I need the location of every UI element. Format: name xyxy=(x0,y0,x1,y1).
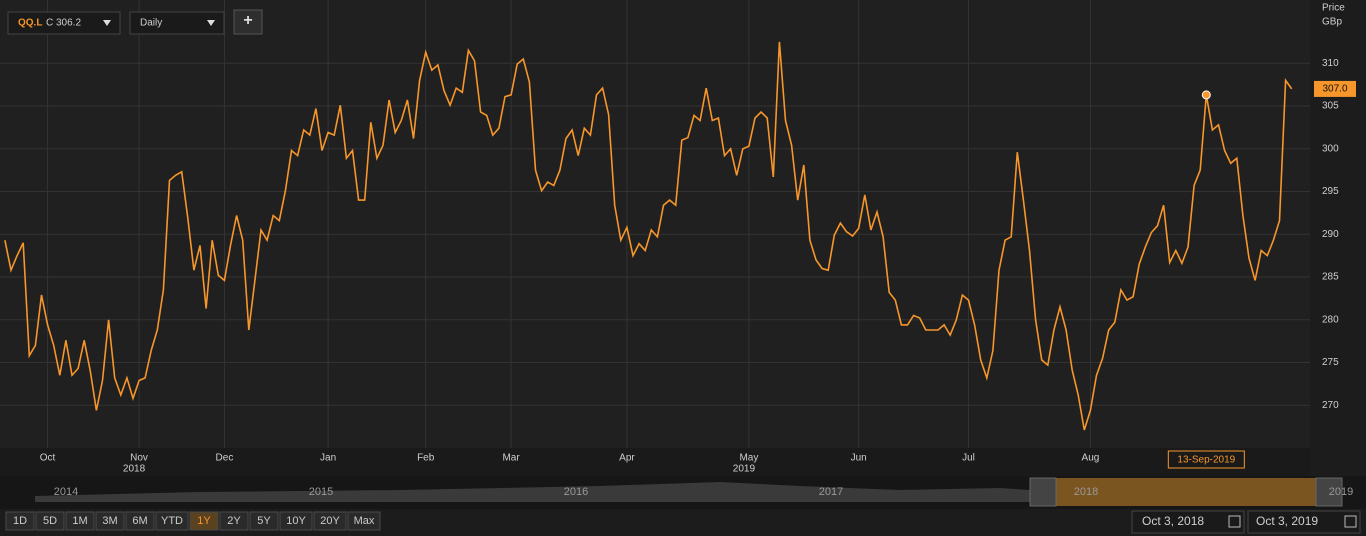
navigator-year: 2014 xyxy=(54,486,78,498)
range-button-bg xyxy=(95,511,125,531)
x-tick-label: Jun xyxy=(851,453,867,464)
x-tick-label: Aug xyxy=(1082,453,1100,464)
range-button-label: 20Y xyxy=(320,515,340,527)
navigator-year: 2016 xyxy=(564,486,588,498)
year-label: 2018 xyxy=(123,464,146,475)
range-button-bg xyxy=(313,511,347,531)
x-axis-band xyxy=(0,448,1310,476)
x-tick-label: Feb xyxy=(417,453,435,464)
navigator-handle[interactable] xyxy=(1029,477,1057,507)
navigator-handle[interactable] xyxy=(1315,477,1343,507)
x-tick-label: Mar xyxy=(502,453,520,464)
navigator-year: 2017 xyxy=(819,486,843,498)
navigator-window[interactable] xyxy=(1030,478,1342,506)
range-button[interactable]: 20Y xyxy=(313,511,347,531)
range-button[interactable]: 2Y xyxy=(219,511,249,531)
range-button-bg xyxy=(155,511,189,531)
date-from-text: Oct 3, 2018 xyxy=(1142,514,1204,528)
x-tick-label: May xyxy=(739,453,758,464)
range-button[interactable]: Max xyxy=(347,511,381,531)
range-button[interactable]: 1D xyxy=(5,511,35,531)
marker-tag xyxy=(1167,450,1245,469)
highlight-point xyxy=(1201,90,1211,100)
range-button-label: YTD xyxy=(161,515,183,527)
range-button[interactable]: 3M xyxy=(95,511,125,531)
range-button-bg xyxy=(279,511,313,531)
range-button-label: 3M xyxy=(102,515,117,527)
range-button-label: 2Y xyxy=(227,515,241,527)
x-tick-label: Oct xyxy=(40,453,56,464)
navigator-area xyxy=(35,482,1030,502)
symbol-box[interactable]: QQ.L C 306.2 xyxy=(7,11,121,35)
range-button-label: 1Y xyxy=(197,515,211,527)
range-button[interactable]: 6M xyxy=(125,511,155,531)
y-tick-label: 270 xyxy=(1322,400,1339,411)
range-button-label: 5Y xyxy=(257,515,271,527)
plot-area xyxy=(0,0,1310,448)
range-button-bg xyxy=(125,511,155,531)
range-button[interactable]: 1M xyxy=(65,511,95,531)
x-tick-label: Dec xyxy=(216,453,234,464)
range-button[interactable]: 5Y xyxy=(249,511,279,531)
range-button-label: 6M xyxy=(132,515,147,527)
last-price-tag xyxy=(1314,80,1356,97)
y-tick-label: 310 xyxy=(1322,58,1339,69)
navigator-year: 2019 xyxy=(1329,486,1353,498)
navigator-year: 2018 xyxy=(1074,486,1098,498)
x-tick-label: Jul xyxy=(962,453,975,464)
add-button[interactable]: + xyxy=(233,9,263,35)
y-tick-label: 295 xyxy=(1322,186,1339,197)
marker-label: 13-Sep-2019 xyxy=(1177,455,1235,466)
interval-dropdown[interactable]: Daily xyxy=(129,11,225,35)
range-button-label: 5D xyxy=(43,515,57,527)
range-button-label: Max xyxy=(354,515,375,527)
y-axis-title: Price xyxy=(1322,3,1345,14)
y-tick-label: 300 xyxy=(1322,143,1339,154)
date-from[interactable]: Oct 3, 2018 xyxy=(1131,510,1245,534)
y-tick-label: 285 xyxy=(1322,272,1339,283)
x-tick-label: Jan xyxy=(320,453,336,464)
range-button-bg xyxy=(65,511,95,531)
price-line xyxy=(4,41,1293,431)
range-button-label: 1D xyxy=(13,515,27,527)
range-button-bg xyxy=(347,511,381,531)
y-axis-unit: GBp xyxy=(1322,17,1342,28)
range-button-bg xyxy=(249,511,279,531)
year-label: 2019 xyxy=(733,464,756,475)
date-to-text: Oct 3, 2019 xyxy=(1256,514,1318,528)
range-button-bg xyxy=(219,511,249,531)
y-tick-label: 305 xyxy=(1322,101,1339,112)
range-button[interactable]: 10Y xyxy=(279,511,313,531)
add-label: + xyxy=(243,12,252,29)
x-tick-label: Apr xyxy=(619,453,635,464)
range-button[interactable]: 5D xyxy=(35,511,65,531)
close-text: C 306.2 xyxy=(46,18,81,29)
navigator-year: 2015 xyxy=(309,486,333,498)
symbol: QQ.L xyxy=(18,18,42,29)
range-button-label: 10Y xyxy=(286,515,306,527)
last-price-label: 307.0 xyxy=(1322,84,1347,95)
y-tick-label: 290 xyxy=(1322,229,1339,240)
y-tick-label: 275 xyxy=(1322,357,1339,368)
range-button[interactable]: YTD xyxy=(155,511,189,531)
x-tick-label: Nov xyxy=(130,453,148,464)
date-to[interactable]: Oct 3, 2019 xyxy=(1247,510,1361,534)
grid xyxy=(0,0,1310,448)
range-button-bg xyxy=(5,511,35,531)
range-button[interactable]: 1Y xyxy=(189,511,219,531)
range-button-bg xyxy=(35,511,65,531)
range-button-bg xyxy=(189,511,219,531)
range-button-label: 1M xyxy=(72,515,87,527)
interval: Daily xyxy=(140,18,162,29)
y-tick-label: 280 xyxy=(1322,314,1339,325)
